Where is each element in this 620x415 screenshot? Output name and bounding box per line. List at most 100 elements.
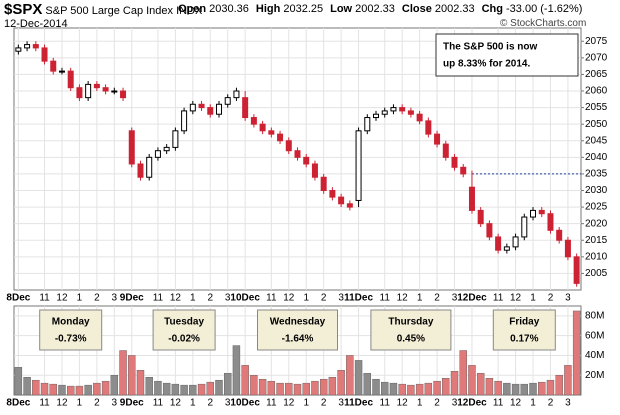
y-tick-label: 2010 <box>585 251 608 262</box>
candle-body <box>224 97 231 105</box>
volume-bar <box>302 382 310 396</box>
date: 12-Dec-2014 <box>4 18 68 30</box>
volume-bar <box>546 379 555 396</box>
day-change: 0.17% <box>510 334 538 345</box>
candle-body <box>242 97 249 119</box>
x-tick-label: 2 <box>207 398 213 409</box>
x-tick-label: 10Dec <box>230 398 260 409</box>
x-tick-label: 11 <box>153 293 164 304</box>
x-tick-label: 1 <box>77 293 83 304</box>
quote-value: 2002.33 <box>355 3 395 15</box>
day-change: 0.45% <box>397 334 425 345</box>
x-tick-label: 11 <box>493 398 504 409</box>
x-tick-label: 1 <box>190 398 196 409</box>
day-box <box>152 309 216 351</box>
volume-bar <box>372 378 380 396</box>
volume-bar <box>162 382 171 396</box>
x-tick-label: 2 <box>434 398 440 409</box>
volume-bar <box>75 385 84 396</box>
candle-body <box>120 90 127 99</box>
x-tick-label: 12 <box>283 398 295 409</box>
day-name: Friday <box>509 317 539 328</box>
candle-body <box>111 90 118 93</box>
x-tick-label: 11Dec <box>344 293 373 304</box>
x-tick-label: 11 <box>380 293 391 304</box>
volume-bar <box>433 380 441 396</box>
volume-bar <box>494 380 502 396</box>
candle-body <box>24 44 31 49</box>
volume-bar <box>442 377 450 396</box>
quote: Open 2030.36 High 2032.25 Low 2002.33 Close 200… <box>178 3 589 15</box>
header: $SPX S&P 500 Large Cap Index INDX <box>4 1 202 18</box>
candle-body <box>146 156 153 178</box>
volume-bar <box>520 383 528 396</box>
candle-body <box>15 47 22 52</box>
volume-bar <box>189 384 197 396</box>
volume-bar <box>459 350 467 396</box>
volume-bar <box>511 383 520 396</box>
volume-tick-label: 60M <box>585 330 604 341</box>
x-tick-label: 3 <box>452 398 458 409</box>
y-tick-label: 2020 <box>585 218 608 229</box>
volume-bar <box>346 355 354 396</box>
volume-bar <box>197 383 206 396</box>
candle-body <box>355 130 362 201</box>
candle-body <box>285 140 292 152</box>
x-tick-label: 2 <box>321 398 327 409</box>
volume-bar <box>337 370 345 396</box>
quote-label: Open <box>178 3 207 15</box>
candle-body <box>442 143 449 158</box>
x-tick-label: 11 <box>493 293 504 304</box>
x-tick-label: 1 <box>417 398 423 409</box>
volume-bar <box>241 365 249 396</box>
candle-body <box>556 229 563 241</box>
quote-item: Open 2030.36 <box>178 3 249 15</box>
candle-body <box>233 90 240 99</box>
volume-bar <box>267 380 276 396</box>
x-tick-label: 11Dec <box>344 398 373 409</box>
candle-body <box>373 113 380 119</box>
candle-body <box>67 70 74 89</box>
candle-body <box>512 236 519 248</box>
volume-bar <box>276 382 284 396</box>
candle-body <box>154 150 161 158</box>
quote-value: -33.00 (-1.62%) <box>506 3 583 15</box>
x-tick-label: 3 <box>452 293 458 304</box>
annotation-text: up 8.33% for 2014. <box>443 59 530 70</box>
candle-body <box>530 209 537 218</box>
candle-body <box>564 239 571 258</box>
y-tick-label: 2015 <box>585 235 608 246</box>
volume-bar <box>224 373 232 396</box>
volume-bar <box>93 382 101 396</box>
quote-label: Close <box>401 3 432 15</box>
x-tick-label: 11 <box>266 293 277 304</box>
x-tick-label: 11 <box>39 398 50 409</box>
volume-bar <box>503 382 511 396</box>
candle-body <box>137 163 144 178</box>
candle-body <box>303 156 310 165</box>
annotation-text: The S&P 500 is now <box>443 42 538 53</box>
day-box <box>492 309 556 351</box>
volume-bar <box>398 383 406 396</box>
volume-bar <box>381 381 389 396</box>
y-tick-label: 2075 <box>585 36 608 47</box>
x-tick-label: 3 <box>338 398 344 409</box>
x-tick-label: 3 <box>225 293 231 304</box>
y-tick-label: 2055 <box>585 102 608 113</box>
volume-bar <box>119 350 127 396</box>
x-tick-label: 12 <box>397 293 409 304</box>
quote-value: 2002.33 <box>434 3 475 15</box>
candle-body <box>434 133 441 145</box>
volume-bar <box>538 381 546 396</box>
x-tick-label: 12 <box>56 398 68 409</box>
candle-body <box>181 110 188 132</box>
x-tick-label: 12Dec <box>457 398 487 409</box>
volume-bar <box>136 370 145 396</box>
candle-body <box>268 130 275 135</box>
y-tick-label: 2040 <box>585 152 608 163</box>
candle-body <box>102 87 109 92</box>
volume-bar <box>319 378 328 396</box>
exchange: INDX <box>176 5 203 17</box>
x-tick-label: 12 <box>56 293 68 304</box>
